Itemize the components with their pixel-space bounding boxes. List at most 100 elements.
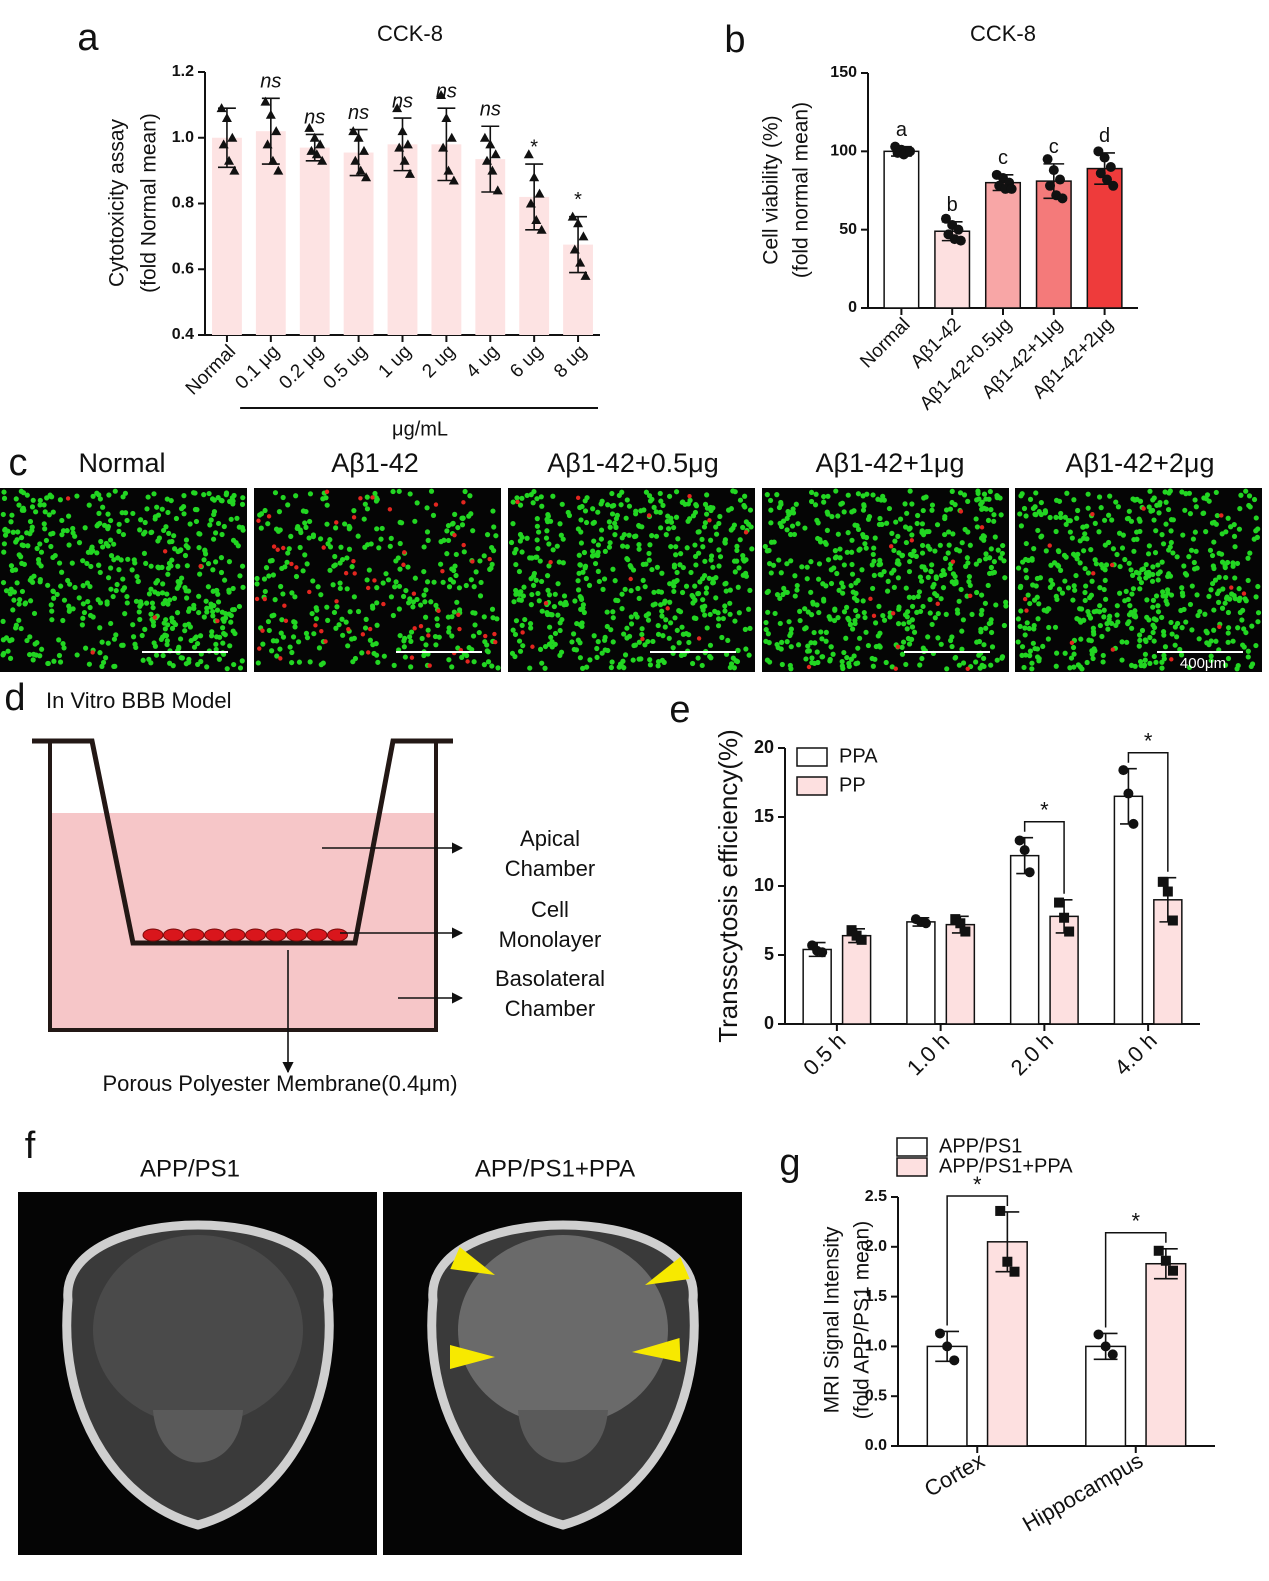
cell-dot	[461, 549, 467, 555]
cell-dot	[508, 539, 515, 546]
cell-dot	[815, 576, 822, 582]
cell-dot	[906, 526, 912, 532]
cell-dot	[871, 545, 877, 551]
cell-dot	[1137, 658, 1144, 665]
cell-dot	[539, 660, 545, 666]
dead-cell-dot	[367, 626, 373, 632]
cell-dot	[1021, 505, 1028, 512]
cell-dot	[263, 565, 270, 571]
cell-dot	[266, 573, 272, 579]
cell-dot	[95, 597, 101, 603]
cell-dot	[1182, 570, 1189, 577]
cell-dot	[1222, 662, 1229, 668]
cell-dot	[576, 570, 582, 576]
cell-dot	[628, 614, 634, 620]
cell-dot	[586, 582, 593, 589]
cell-dot	[108, 586, 114, 592]
cell-dot	[184, 563, 190, 569]
cell-dot	[590, 548, 596, 554]
cell-dot	[324, 502, 330, 508]
data-point	[273, 165, 284, 175]
cell-dot	[1194, 565, 1200, 571]
data-point	[1162, 886, 1173, 897]
cell-dot	[511, 599, 517, 605]
cell-dot	[1208, 587, 1214, 593]
cell-dot	[331, 609, 338, 616]
cell-dot	[220, 640, 226, 646]
cell-dot	[1165, 506, 1172, 513]
cell-dot	[803, 656, 809, 662]
data-point	[267, 155, 278, 165]
cell-dot	[1229, 591, 1235, 597]
data-point	[358, 145, 369, 155]
cell-dot	[1137, 586, 1143, 592]
cell-dot	[1196, 636, 1202, 642]
dead-cell-dot	[1090, 512, 1095, 517]
cell-dot	[1097, 603, 1103, 609]
cell-dot	[46, 512, 52, 518]
cell-dot	[693, 502, 699, 508]
cell-dot	[1223, 595, 1230, 602]
cell-dot	[61, 645, 67, 651]
cell-dot	[41, 502, 47, 508]
data-point	[995, 1205, 1006, 1216]
cell-dot	[1002, 575, 1008, 581]
cell-dot	[722, 603, 728, 609]
dead-cell-dot	[412, 626, 417, 631]
dead-cell-dot	[436, 608, 441, 614]
cell-dot	[855, 577, 861, 584]
cell-dot	[955, 610, 961, 616]
cell	[306, 928, 328, 942]
x-tick-label: 0.5 h	[798, 1028, 850, 1080]
cell-dot	[16, 617, 22, 623]
cell-dot	[119, 642, 125, 648]
cell-dot	[1015, 616, 1022, 622]
cell-dot	[1137, 518, 1143, 524]
cell-dot	[1170, 550, 1176, 556]
cell-dot	[130, 622, 136, 628]
cell-dot	[845, 530, 851, 536]
cell-dot	[1059, 590, 1066, 596]
cell-dot	[422, 599, 428, 605]
cell-dot	[683, 583, 690, 589]
cell-dot	[1155, 577, 1161, 583]
cell-dot	[870, 663, 876, 669]
cell-dot	[1251, 536, 1257, 542]
cell-dot	[686, 639, 692, 646]
cell-dot	[317, 536, 324, 542]
cell-dot	[1058, 514, 1064, 521]
cell-dot	[646, 557, 652, 563]
cell-dot	[164, 496, 170, 502]
cell-dot	[22, 601, 28, 607]
cell-dot	[387, 543, 393, 549]
x-tick-label: 2.0 h	[1006, 1028, 1058, 1080]
cell-dot	[1213, 521, 1219, 527]
cell-dot	[646, 493, 653, 499]
cell-dot	[1246, 502, 1252, 509]
cell-dot	[559, 501, 565, 507]
cell-dot	[766, 547, 772, 554]
cell-dot	[793, 501, 799, 507]
cell-dot	[495, 665, 501, 671]
cell-dot	[141, 550, 148, 557]
cell-dot	[1213, 638, 1219, 644]
cell-dot	[402, 654, 408, 660]
cell-dot	[1232, 544, 1238, 550]
cell-dot	[542, 665, 548, 671]
cell-dot	[1069, 535, 1075, 541]
cell	[183, 928, 205, 942]
cell-dot	[998, 512, 1004, 518]
data-point	[575, 257, 586, 267]
cell-dot	[405, 564, 411, 570]
cell-dot	[1030, 582, 1036, 588]
cell-dot	[298, 529, 304, 536]
cell-dot	[1119, 639, 1125, 645]
cell-dot	[159, 590, 166, 596]
cell-dot	[988, 564, 995, 571]
cell-dot	[120, 576, 126, 582]
cell-dot	[771, 539, 777, 545]
cell-dot	[517, 648, 524, 654]
cell-dot	[433, 642, 439, 648]
cell-dot	[1, 541, 7, 547]
cell-dot	[1085, 491, 1091, 497]
